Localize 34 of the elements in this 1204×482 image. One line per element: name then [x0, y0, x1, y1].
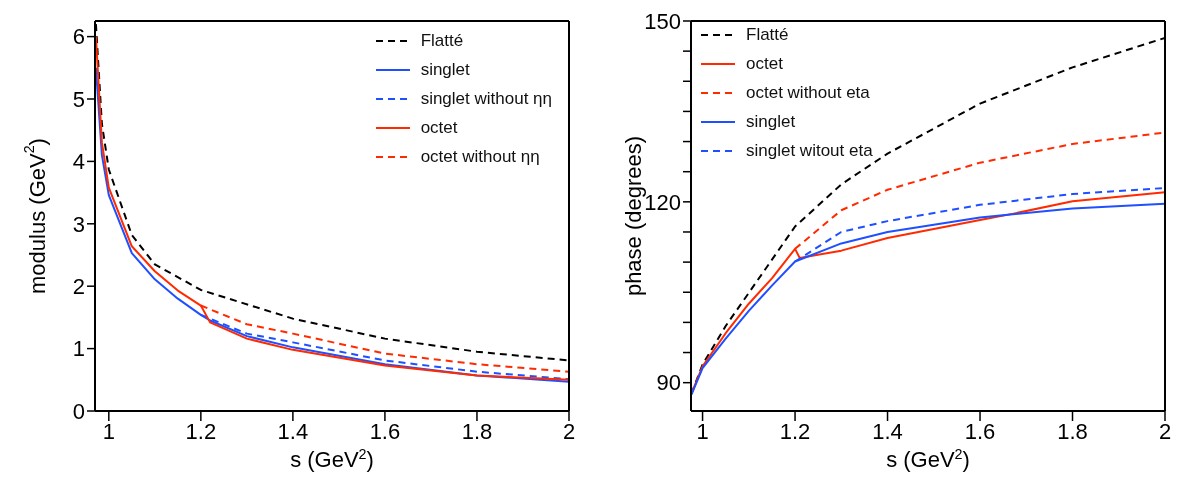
y-tick-label: 90 — [656, 370, 681, 396]
y-tick-label: 4 — [72, 149, 85, 175]
x-tick-label: 1.4 — [872, 418, 903, 444]
x-tick-label: 1 — [102, 418, 115, 444]
x-axis-title: s (GeV$^{2}$) — [290, 446, 374, 472]
legend-label: octet — [746, 53, 783, 74]
x-tick-label: 1.6 — [369, 418, 401, 444]
y-tick-label: 3 — [72, 211, 85, 237]
legend-label: singlet without ηη — [420, 88, 552, 109]
x-axis-title: s (GeV$^{2}$) — [886, 446, 970, 472]
x-tick-label: 1.8 — [1057, 418, 1088, 444]
legend-label: octet without ηη — [420, 146, 540, 167]
legend-label: singlet witout eta — [746, 140, 873, 161]
y-tick-label: 5 — [72, 86, 85, 112]
y-tick-label: 1 — [72, 336, 85, 362]
legend-label: Flatté — [420, 30, 464, 51]
legend-label: singlet — [420, 59, 470, 80]
x-tick-label: 2 — [562, 418, 576, 444]
y-tick-label: 2 — [72, 274, 85, 300]
y-axis-title: phase (degrees) — [620, 135, 646, 297]
legend-label: Flatté — [746, 24, 789, 45]
legend-label: octet — [420, 117, 458, 138]
x-tick-label: 1.2 — [779, 418, 811, 444]
x-tick-label: 1.4 — [277, 418, 309, 444]
x-tick-label: 2 — [1158, 418, 1172, 444]
legend-label: octet without eta — [746, 82, 870, 103]
y-tick-label: 0 — [72, 398, 85, 424]
x-tick-label: 1.8 — [461, 418, 493, 444]
y-tick-label: 6 — [72, 24, 85, 50]
legend-label: singlet — [746, 111, 796, 132]
x-tick-label: 1.2 — [185, 418, 217, 444]
y-tick-label: 150 — [644, 8, 681, 34]
x-tick-label: 1 — [696, 418, 709, 444]
x-tick-label: 1.6 — [964, 418, 996, 444]
